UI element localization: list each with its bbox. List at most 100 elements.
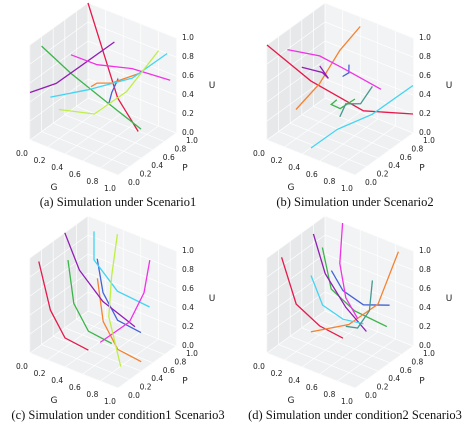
x-tick-label: 0.0 <box>253 362 265 371</box>
grid-line <box>284 317 343 361</box>
trajectory <box>321 247 388 328</box>
x-tick-label: 0.0 <box>16 149 28 158</box>
z-tick-label: 0.8 <box>419 52 431 61</box>
y-tick-label: 0.8 <box>411 144 423 153</box>
grid-line <box>47 317 106 361</box>
y-tick-label: 0.2 <box>140 170 152 179</box>
grid-line <box>337 338 396 382</box>
trajectory <box>310 84 414 149</box>
grid-line <box>301 327 390 364</box>
grid-line <box>87 40 177 77</box>
grid-line <box>82 331 142 375</box>
z-tick-label: 1.0 <box>419 246 431 255</box>
x-tick-label: 0.2 <box>271 369 283 378</box>
trajectory <box>339 86 373 118</box>
grid-line <box>87 234 177 271</box>
z-axis-title: U <box>446 81 453 91</box>
trajectory <box>310 251 400 333</box>
grid-line <box>337 125 396 169</box>
x-tick-label: 0.8 <box>86 390 98 399</box>
x-tick-label: 1.0 <box>104 184 116 193</box>
z-tick-label: 0.0 <box>419 128 431 137</box>
trajectory <box>295 26 361 110</box>
y-tick-label: 1.0 <box>423 136 435 145</box>
grid-line <box>324 272 414 309</box>
y-tick-label: 0.0 <box>365 178 377 187</box>
grid-line <box>64 327 153 364</box>
y-tick-label: 0.6 <box>163 153 175 162</box>
z-tick-label: 0.2 <box>419 109 431 118</box>
x-axis-title: G <box>51 396 58 406</box>
grid-line <box>29 310 89 354</box>
trajectory <box>312 233 367 332</box>
grid-line <box>354 132 414 176</box>
z-tick-label: 0.6 <box>419 284 431 293</box>
grid-line <box>313 106 402 142</box>
grid-line <box>324 2 414 39</box>
y-tick-label: 1.0 <box>186 349 198 358</box>
grid-line <box>87 2 177 39</box>
trajectory <box>87 2 139 132</box>
grid-line <box>100 338 159 382</box>
grid-line <box>76 106 165 142</box>
grid-line <box>29 291 89 335</box>
trajectory <box>93 231 150 308</box>
grid-line <box>29 2 89 46</box>
grid-line <box>266 78 326 122</box>
z-tick-label: 0.8 <box>182 52 194 61</box>
y-tick-label: 0.2 <box>140 383 152 392</box>
grid-line <box>29 97 89 141</box>
x-tick-label: 0.8 <box>323 177 335 186</box>
grid-line <box>284 104 343 148</box>
grid-line <box>354 345 414 389</box>
y-tick-label: 0.8 <box>174 357 186 366</box>
x-tick-label: 0.2 <box>34 369 46 378</box>
trajectory <box>90 72 142 88</box>
grid-line <box>41 131 130 167</box>
y-tick-label: 0.4 <box>151 161 163 170</box>
z-tick-label: 0.8 <box>419 265 431 274</box>
grid-line <box>266 291 326 335</box>
grid-line <box>301 324 361 368</box>
grid-line <box>64 324 124 368</box>
trajectory <box>339 222 359 319</box>
grid-line <box>87 21 177 58</box>
grid-line <box>87 272 177 309</box>
x-axis-title: G <box>51 183 58 193</box>
grid-line <box>266 59 326 103</box>
panel: 0.00.20.40.60.81.00.00.20.40.60.81.00.00… <box>11 215 225 422</box>
grid-line <box>278 131 367 167</box>
y-tick-label: 0.2 <box>377 170 389 179</box>
x-tick-label: 0.0 <box>253 149 265 158</box>
trajectory <box>58 50 160 115</box>
x-tick-label: 0.4 <box>51 376 63 385</box>
y-tick-label: 0.4 <box>388 374 400 383</box>
grid-line <box>266 352 356 389</box>
grid-line <box>324 215 414 252</box>
panel: 0.00.20.40.60.81.00.00.20.40.60.81.00.00… <box>248 215 462 422</box>
z-axis-title: U <box>446 294 453 304</box>
z-tick-label: 0.2 <box>419 322 431 331</box>
grid-line <box>117 132 177 176</box>
z-tick-label: 0.2 <box>182 109 194 118</box>
grid-line <box>53 335 142 372</box>
trajectory <box>99 259 151 343</box>
trajectory <box>41 45 142 130</box>
x-axis-title: G <box>288 396 295 406</box>
z-tick-label: 1.0 <box>419 33 431 42</box>
caption: (b) Simulation under Scenario2 <box>276 195 433 209</box>
panel: 0.00.20.40.60.81.00.00.20.40.60.81.00.00… <box>253 2 453 209</box>
grid-line <box>290 122 379 159</box>
grid-line <box>266 215 326 259</box>
panel: 0.00.20.40.60.81.00.00.20.40.60.81.00.00… <box>16 2 215 209</box>
trajectory <box>108 77 119 104</box>
y-axis-title: P <box>419 377 425 387</box>
z-tick-label: 0.0 <box>182 128 194 137</box>
trajectory <box>64 232 136 328</box>
z-tick-label: 0.4 <box>182 303 194 312</box>
grid-line <box>29 272 89 316</box>
grid-line <box>266 40 326 84</box>
grid-line <box>64 111 124 155</box>
grid-line <box>76 319 165 355</box>
